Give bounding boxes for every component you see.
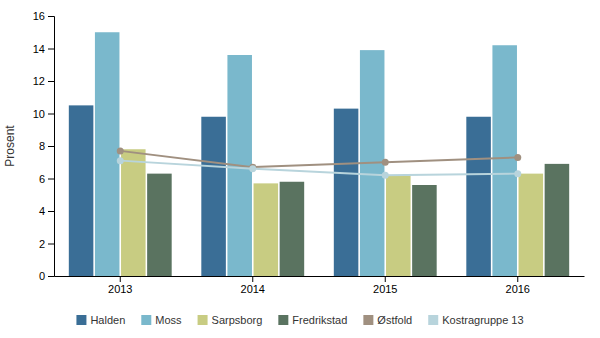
bar (95, 32, 120, 276)
axis-domain (55, 276, 585, 277)
tick-label: 2015 (373, 283, 397, 295)
tick-label: 8 (39, 140, 45, 152)
legend-swatch (141, 315, 151, 325)
tick: 6 (39, 173, 54, 185)
legend: Halden Moss Sarpsborg Fredrikstad Østfold Kos… (76, 314, 523, 326)
legend-swatch (76, 315, 86, 325)
tick: 2015 (373, 276, 397, 295)
tick-mark (48, 211, 54, 212)
tick: 14 (33, 43, 54, 55)
marker (249, 165, 256, 172)
bar (280, 182, 305, 276)
bar (386, 175, 411, 276)
line-series (117, 157, 522, 179)
legend-item: Fredrikstad (278, 314, 347, 326)
chart: 0 2 4 6 8 10 12 14 16 2013 2014 2015 2016 Prosent Hald… (0, 0, 600, 338)
bar-series (121, 149, 543, 276)
bar (412, 185, 437, 276)
legend-label: Kostragruppe 13 (442, 314, 523, 326)
tick-mark (252, 276, 253, 282)
tick-label: 2013 (108, 283, 132, 295)
tick-mark (48, 81, 54, 82)
tick-label: 4 (39, 205, 45, 217)
bar (519, 174, 544, 276)
tick-mark (48, 276, 54, 277)
legend-item: Østfold (363, 314, 412, 326)
legend-label: Sarpsborg (212, 314, 263, 326)
x-axis: 2013 2014 2015 2016 (55, 276, 585, 295)
bar (201, 117, 226, 276)
marker (514, 170, 521, 177)
bar (254, 183, 279, 276)
legend-item: Moss (141, 314, 182, 326)
tick-label: 10 (33, 108, 45, 120)
legend-swatch (278, 315, 288, 325)
tick: 10 (33, 108, 54, 120)
bar-series (147, 164, 569, 276)
tick: 8 (39, 140, 54, 152)
tick-label: 6 (39, 173, 45, 185)
bar (69, 105, 94, 276)
tick-mark (48, 16, 54, 17)
tick-mark (120, 276, 121, 282)
line (120, 161, 518, 176)
tick-mark (48, 244, 54, 245)
tick-mark (48, 179, 54, 180)
tick-label: 16 (33, 10, 45, 22)
tick: 4 (39, 205, 54, 217)
tick: 2016 (506, 276, 530, 295)
marks (69, 32, 569, 276)
legend-label: Fredrikstad (292, 314, 347, 326)
tick: 2013 (108, 276, 132, 295)
bar-series (95, 32, 517, 276)
legend-label: Halden (90, 314, 125, 326)
legend-swatch (198, 315, 208, 325)
tick-label: 2014 (241, 283, 265, 295)
legend-label: Østfold (377, 314, 412, 326)
marker (117, 147, 124, 154)
tick-mark (48, 49, 54, 50)
marker (117, 157, 124, 164)
tick: 0 (39, 270, 54, 282)
legend-label: Moss (155, 314, 182, 326)
bar (147, 174, 172, 276)
tick-label: 2016 (506, 283, 530, 295)
tick: 2 (39, 238, 54, 250)
axis-domain (48, 17, 55, 277)
legend-item: Kostragruppe 13 (428, 314, 523, 326)
tick: 2014 (241, 276, 265, 295)
tick: 16 (33, 10, 54, 22)
tick-mark (48, 114, 54, 115)
marker (382, 172, 389, 179)
tick-label: 0 (39, 270, 45, 282)
plot: 0 2 4 6 8 10 12 14 16 2013 2014 2015 2016 Prosent (3, 10, 585, 295)
tick: 12 (33, 75, 54, 87)
tick-mark (48, 146, 54, 147)
bar (334, 109, 359, 276)
bar (466, 117, 491, 276)
y-axis-label: Prosent (3, 125, 17, 167)
bar (121, 149, 146, 276)
bar (492, 45, 517, 276)
marker (382, 159, 389, 166)
tick-mark (517, 276, 518, 282)
tick-label: 14 (33, 43, 45, 55)
legend-item: Halden (76, 314, 125, 326)
marker (514, 154, 521, 161)
bar (545, 164, 570, 276)
legend-swatch (363, 315, 373, 325)
legend-item: Sarpsborg (198, 314, 263, 326)
bar-series (69, 105, 491, 276)
legend-swatch (428, 315, 438, 325)
tick-label: 2 (39, 238, 45, 250)
tick-label: 12 (33, 75, 45, 87)
y-axis: 0 2 4 6 8 10 12 14 16 (33, 10, 55, 282)
line-series (117, 147, 522, 170)
tick-mark (385, 276, 386, 282)
